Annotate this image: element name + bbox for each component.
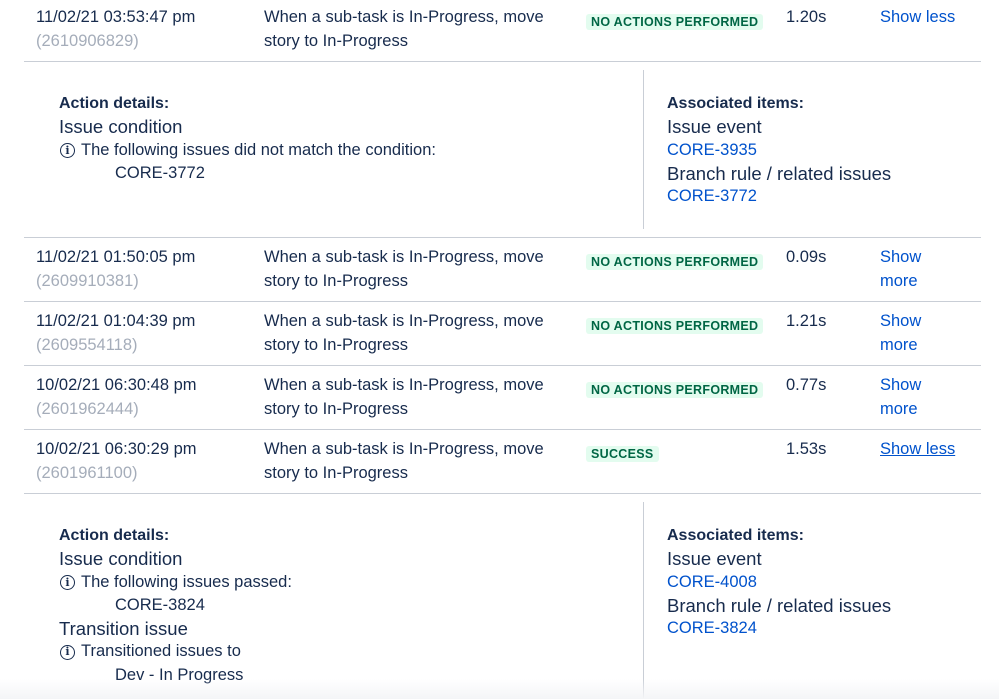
table-row: 10/02/21 06:30:48 pm (2601962444) When a… <box>24 366 981 430</box>
action-message: i The following issues did not match the… <box>59 139 436 162</box>
details-panel: Action details: Issue condition i The fo… <box>24 494 981 699</box>
status-badge: NO ACTIONS PERFORMED <box>586 314 764 338</box>
row-date: 11/02/21 01:50:05 pm <box>36 248 196 266</box>
action-issue: CORE-3824 <box>115 595 205 614</box>
action-details-label: Action details: <box>59 95 170 112</box>
action-title: Issue condition <box>59 116 183 138</box>
action-message: i Transitioned issues to <box>59 640 292 663</box>
row-id: (2610906829) <box>36 31 139 50</box>
divider <box>643 502 644 699</box>
action-message: i The following issues passed: <box>59 571 292 594</box>
table-row: 10/02/21 06:30:29 pm (2601961100) When a… <box>24 430 981 494</box>
action-details-label: Action details: <box>59 527 170 544</box>
table-row: 11/02/21 03:53:47 pm (2610906829) When a… <box>24 0 981 62</box>
status-badge: NO ACTIONS PERFORMED <box>586 10 764 34</box>
associated-items: Associated items: Issue event CORE-3935 … <box>667 92 891 208</box>
show-less-link[interactable]: Show less <box>880 8 956 26</box>
status-badge: SUCCESS <box>586 442 659 466</box>
row-id: (2609910381) <box>36 271 139 290</box>
assoc-title: Branch rule / related issues <box>667 162 892 184</box>
action-details: Action details: Issue condition i The fo… <box>59 92 436 185</box>
row-id: (2601962444) <box>36 399 139 418</box>
status-badge: NO ACTIONS PERFORMED <box>586 378 764 402</box>
info-circle-icon: i <box>60 644 75 660</box>
issue-link[interactable]: CORE-3824 <box>667 619 757 638</box>
rule-name: When a sub-task is In-Progress, move sto… <box>264 8 544 50</box>
show-more-link[interactable]: Show more <box>880 312 922 354</box>
duration: 1.20s <box>786 8 827 26</box>
rule-name: When a sub-task is In-Progress, move sto… <box>264 312 544 354</box>
date-cell: 10/02/21 06:30:29 pm (2601961100) <box>36 438 197 485</box>
row-date: 11/02/21 01:04:39 pm <box>36 312 196 330</box>
duration: 0.09s <box>786 248 827 266</box>
details-panel: Action details: Issue condition i The fo… <box>24 62 981 238</box>
action-details: Action details: Issue condition i The fo… <box>59 524 292 687</box>
issue-link[interactable]: CORE-3772 <box>667 187 757 206</box>
show-less-link[interactable]: Show less <box>880 440 956 458</box>
associated-items-label: Associated items: <box>667 95 804 112</box>
bottom-fade <box>0 679 999 699</box>
rule-name: When a sub-task is In-Progress, move sto… <box>264 376 544 418</box>
date-cell: 11/02/21 01:50:05 pm (2609910381) <box>36 246 195 293</box>
date-cell: 10/02/21 06:30:48 pm (2601962444) <box>36 374 197 421</box>
info-circle-icon: i <box>60 574 75 590</box>
duration: 0.77s <box>786 376 827 394</box>
date-cell: 11/02/21 01:04:39 pm (2609554118) <box>36 310 195 357</box>
issue-link[interactable]: CORE-3935 <box>667 140 757 159</box>
date-cell: 11/02/21 03:53:47 pm (2610906829) <box>36 6 195 53</box>
divider <box>643 70 644 229</box>
duration: 1.21s <box>786 312 827 330</box>
duration: 1.53s <box>786 440 827 458</box>
rule-name: When a sub-task is In-Progress, move sto… <box>264 440 544 482</box>
row-date: 11/02/21 03:53:47 pm <box>36 8 196 26</box>
row-id: (2601961100) <box>36 463 138 482</box>
row-date: 10/02/21 06:30:48 pm <box>36 376 197 394</box>
status-badge: NO ACTIONS PERFORMED <box>586 250 764 274</box>
issue-link[interactable]: CORE-4008 <box>667 572 757 591</box>
table-row: 11/02/21 01:04:39 pm (2609554118) When a… <box>24 302 981 366</box>
show-more-link[interactable]: Show more <box>880 376 922 418</box>
assoc-title: Branch rule / related issues <box>667 594 892 616</box>
info-circle-icon: i <box>60 142 75 158</box>
table-row: 11/02/21 01:50:05 pm (2609910381) When a… <box>24 238 981 302</box>
show-more-link[interactable]: Show more <box>880 248 922 290</box>
action-issue: CORE-3772 <box>115 163 205 182</box>
action-title: Issue condition <box>59 548 183 570</box>
associated-items: Associated items: Issue event CORE-4008 … <box>667 524 891 640</box>
associated-items-label: Associated items: <box>667 527 804 544</box>
assoc-title: Issue event <box>667 116 762 138</box>
row-id: (2609554118) <box>36 335 138 354</box>
row-date: 10/02/21 06:30:29 pm <box>36 440 197 458</box>
rule-name: When a sub-task is In-Progress, move sto… <box>264 248 544 290</box>
assoc-title: Issue event <box>667 548 762 570</box>
action-title: Transition issue <box>59 618 188 640</box>
